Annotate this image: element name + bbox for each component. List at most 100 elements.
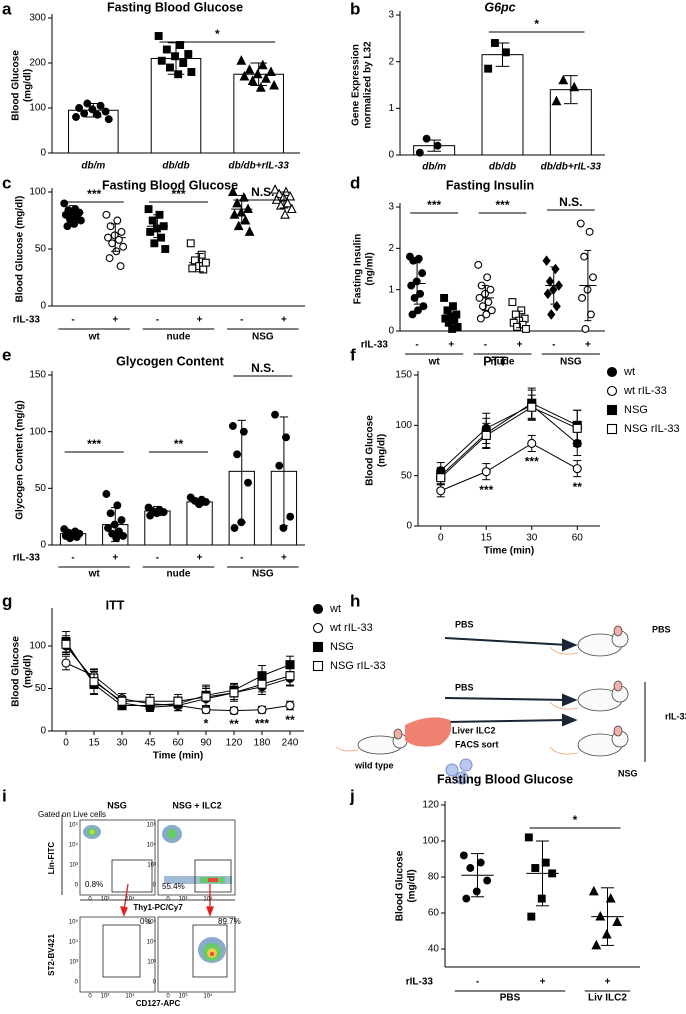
flow-x-tick: 10³	[179, 994, 188, 1000]
panel-letter: g	[2, 591, 12, 610]
legend-label: wt rIL-33	[623, 385, 667, 397]
chart-title: ITT	[106, 598, 125, 612]
data-point	[146, 227, 155, 236]
data-point	[601, 928, 612, 939]
data-point	[66, 534, 74, 543]
significance: *	[573, 813, 578, 827]
chart-title: G6pc	[484, 0, 515, 14]
transfer: Liver ILC2	[452, 725, 496, 735]
significance: N.S.	[251, 361, 274, 375]
y-tick-label: 0	[40, 726, 46, 737]
category-label: +	[448, 340, 454, 351]
row-label: rIL-33	[406, 977, 434, 988]
data-point	[418, 269, 427, 278]
data-point	[408, 310, 417, 319]
category-label: +	[281, 553, 287, 564]
flow-y-tick: 10⁴	[69, 842, 79, 849]
x-tick-label: 0	[438, 533, 444, 544]
data-point	[117, 516, 126, 525]
series-line	[440, 404, 578, 471]
data-point	[186, 239, 195, 248]
y-tick-label: 2	[388, 56, 394, 67]
axis-label: Thy1-PC/Cy7	[133, 903, 183, 912]
data-point	[144, 205, 153, 214]
y-axis-label: Blood Glucose	[395, 850, 406, 921]
data-point	[117, 227, 126, 236]
y-tick-label: 1	[388, 284, 394, 295]
data-point	[197, 250, 206, 259]
flow-y-tick: 10⁴	[147, 842, 157, 849]
category-label: +	[197, 315, 203, 326]
data-point	[104, 524, 112, 532]
category-label: db/db+rIL-33	[229, 161, 290, 172]
significance: ***	[171, 187, 185, 201]
panel-letter: b	[350, 0, 360, 18]
data-point	[419, 302, 428, 311]
data-point	[537, 894, 546, 903]
y-tick-label: 60	[428, 908, 440, 919]
significance: ***	[87, 187, 101, 201]
data-point	[146, 511, 155, 520]
data-point	[578, 293, 586, 302]
x-tick-label: 30	[526, 533, 538, 544]
chart-title: Fasting Blood Glucose	[437, 772, 573, 786]
data-point	[188, 264, 197, 273]
category-label: +	[517, 340, 523, 351]
group-label: nude	[167, 332, 191, 343]
data-point	[257, 59, 268, 70]
column-label: NSG + ILC2	[172, 800, 221, 810]
data-point	[230, 524, 239, 532]
y-axis-label: Blood Glucose	[365, 415, 376, 486]
data-point	[466, 864, 475, 872]
chart-title: Glycogen Content	[116, 354, 224, 368]
data-point	[285, 671, 295, 681]
data-point	[232, 197, 242, 208]
significance: *	[204, 716, 209, 730]
flow-x-tick: 10⁴	[203, 896, 213, 903]
data-point	[106, 222, 115, 231]
data-point	[114, 235, 123, 244]
data-point	[229, 688, 239, 698]
category-label: -	[240, 315, 243, 326]
data-point	[572, 464, 582, 474]
liver	[405, 717, 452, 747]
flow-y-tick: 10³	[147, 863, 156, 869]
data-point	[63, 222, 72, 231]
flow-x-tick: 10³	[101, 897, 110, 903]
y-tick-label: 100	[422, 836, 439, 847]
axis-label: CD127-APC	[136, 999, 181, 1008]
panel-letter: h	[350, 591, 360, 610]
legend-label: NSG	[624, 404, 648, 416]
group-label: wt	[428, 357, 441, 368]
data-point	[407, 281, 416, 290]
group-label: wt	[88, 332, 101, 343]
data-point	[236, 55, 247, 65]
y-tick-label: 100	[29, 187, 46, 198]
y-axis-label: Gene Expression	[351, 44, 362, 126]
data-point	[257, 705, 267, 715]
data-point	[106, 509, 115, 518]
data-point	[527, 438, 537, 449]
flow-x-tick: 0	[88, 897, 92, 903]
y-tick-label: 50	[35, 483, 47, 494]
data-point	[436, 486, 446, 496]
panel-letter: d	[350, 173, 360, 192]
data-point	[229, 706, 239, 716]
data-point	[154, 32, 163, 40]
data-point	[269, 79, 279, 90]
y-axis-label: Blood Glucose	[11, 636, 22, 707]
data-point	[161, 245, 170, 253]
group-label: nude	[491, 357, 515, 368]
data-point	[201, 692, 211, 702]
category-label: +	[605, 977, 611, 988]
flow-y-tick: 10⁴	[69, 939, 79, 946]
category-label: -	[156, 553, 159, 564]
legend-label: NSG rIL-33	[624, 423, 680, 435]
data-point	[448, 302, 457, 311]
legend-label: wt rIL-33	[329, 622, 373, 634]
data-point	[102, 210, 111, 219]
y-tick-label: 3	[388, 202, 394, 213]
data-point	[162, 45, 171, 54]
data-point	[474, 260, 483, 269]
